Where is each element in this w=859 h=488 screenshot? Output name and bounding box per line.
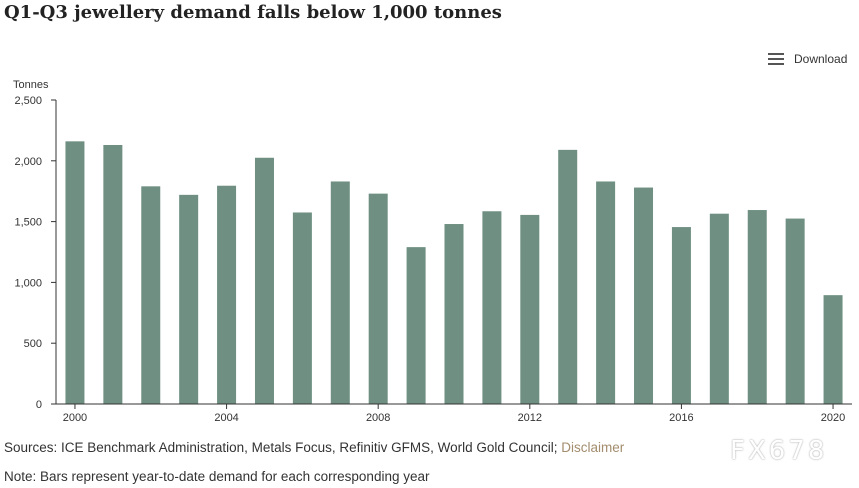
chart-title: Q1-Q3 jewellery demand falls below 1,000… — [4, 2, 502, 23]
bar — [482, 211, 502, 404]
bar — [103, 144, 123, 404]
y-tick-label: 1,500 — [14, 217, 42, 229]
x-tick-label: 2004 — [214, 412, 238, 424]
bar — [671, 227, 691, 404]
sources-text: Sources: ICE Benchmark Administration, M… — [4, 440, 624, 455]
bar — [254, 157, 274, 404]
download-label: Download — [794, 52, 848, 66]
bar — [520, 214, 540, 404]
sources-prefix: Sources: ICE Benchmark Administration, M… — [4, 440, 558, 455]
y-axis-label: Tonnes — [13, 79, 49, 91]
x-tick-label: 2020 — [821, 412, 845, 424]
disclaimer-link[interactable]: Disclaimer — [561, 440, 625, 455]
x-tick-label: 2008 — [366, 412, 390, 424]
bar — [823, 295, 843, 404]
x-tick-label: 2016 — [669, 412, 693, 424]
bar — [330, 181, 350, 404]
bar — [596, 181, 616, 404]
x-tick-label: 2000 — [63, 412, 87, 424]
bar — [292, 212, 312, 404]
y-tick-label: 0 — [36, 399, 42, 411]
x-tick-label: 2012 — [518, 412, 542, 424]
bar — [406, 247, 426, 404]
bar — [444, 224, 464, 404]
note-text: Note: Bars represent year-to-date demand… — [4, 469, 430, 484]
download-button[interactable]: Download — [768, 52, 847, 66]
bar — [634, 187, 654, 404]
bar — [141, 186, 161, 404]
bar — [368, 193, 388, 404]
bar — [558, 149, 578, 404]
y-tick-label: 2,500 — [14, 95, 42, 107]
menu-icon — [768, 53, 784, 65]
watermark: FX678 — [730, 436, 828, 466]
bar-chart: Tonnes 0 500 1,000 1,500 2,000 2,500 2000 2004 20… — [13, 79, 852, 424]
bar — [785, 218, 805, 404]
bar — [217, 185, 237, 404]
bar — [709, 213, 729, 404]
y-tick-label: 2,000 — [14, 156, 42, 168]
bar — [747, 210, 767, 404]
bar — [179, 194, 199, 404]
y-tick-label: 1,000 — [14, 277, 42, 289]
y-tick-label: 500 — [24, 338, 42, 350]
bar — [65, 141, 85, 404]
